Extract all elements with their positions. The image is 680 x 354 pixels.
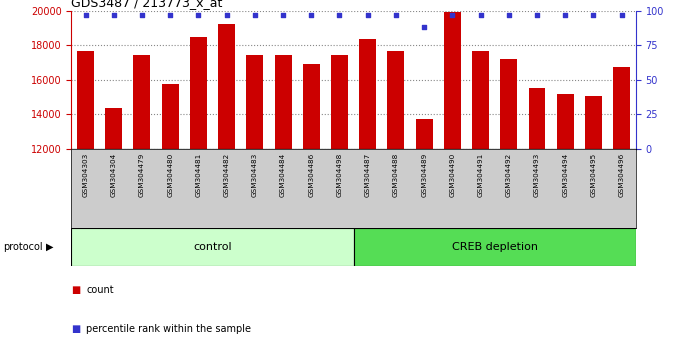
Bar <box>585 96 602 354</box>
Text: GSM304482: GSM304482 <box>224 153 230 197</box>
Point <box>108 12 119 18</box>
Text: protocol: protocol <box>3 242 43 252</box>
Bar <box>613 67 630 354</box>
Bar <box>105 108 122 354</box>
Point <box>419 24 430 30</box>
Point <box>447 12 458 18</box>
Point <box>165 12 175 18</box>
Bar <box>275 55 292 354</box>
Point <box>306 12 317 18</box>
Text: GDS3487 / 213773_x_at: GDS3487 / 213773_x_at <box>71 0 223 10</box>
Point <box>560 12 571 18</box>
Text: GSM304483: GSM304483 <box>252 153 258 197</box>
Bar <box>162 84 179 354</box>
Bar <box>71 228 354 266</box>
Point <box>503 12 514 18</box>
Text: ■: ■ <box>71 285 81 295</box>
Bar <box>190 36 207 354</box>
Point <box>390 12 401 18</box>
Point <box>588 12 599 18</box>
Bar <box>77 51 94 354</box>
Text: GSM304492: GSM304492 <box>506 153 512 197</box>
Bar <box>557 94 574 354</box>
Bar <box>415 119 432 354</box>
Point <box>221 12 232 18</box>
Point <box>532 12 543 18</box>
Text: GSM304495: GSM304495 <box>590 153 596 197</box>
Point <box>137 12 148 18</box>
Text: GSM304487: GSM304487 <box>364 153 371 197</box>
Bar <box>528 88 545 354</box>
Bar <box>218 24 235 354</box>
Bar <box>500 59 517 354</box>
Point <box>80 12 91 18</box>
Point <box>334 12 345 18</box>
Text: GSM304498: GSM304498 <box>337 153 343 197</box>
Text: GSM304496: GSM304496 <box>619 153 625 197</box>
Text: GSM304480: GSM304480 <box>167 153 173 197</box>
Bar <box>133 55 150 354</box>
Point <box>475 12 486 18</box>
Text: GSM304303: GSM304303 <box>82 153 88 197</box>
Bar <box>444 12 461 354</box>
Bar <box>354 228 636 266</box>
Text: control: control <box>193 242 232 252</box>
Text: ■: ■ <box>71 324 81 334</box>
Text: GSM304494: GSM304494 <box>562 153 568 197</box>
Bar <box>472 51 489 354</box>
Bar <box>331 55 348 354</box>
Text: GSM304486: GSM304486 <box>308 153 314 197</box>
Point <box>616 12 627 18</box>
Point <box>277 12 288 18</box>
Text: GSM304490: GSM304490 <box>449 153 456 197</box>
Text: GSM304481: GSM304481 <box>195 153 201 197</box>
Text: percentile rank within the sample: percentile rank within the sample <box>86 324 252 334</box>
Bar <box>388 51 405 354</box>
Bar <box>359 39 376 354</box>
Text: GSM304489: GSM304489 <box>421 153 427 197</box>
Text: GSM304493: GSM304493 <box>534 153 540 197</box>
Text: GSM304304: GSM304304 <box>111 153 117 197</box>
Text: GSM304479: GSM304479 <box>139 153 145 197</box>
Bar <box>246 55 263 354</box>
Text: GSM304491: GSM304491 <box>477 153 483 197</box>
Text: ▶: ▶ <box>46 242 54 252</box>
Point <box>193 12 204 18</box>
Text: GSM304488: GSM304488 <box>393 153 399 197</box>
Text: count: count <box>86 285 114 295</box>
Point <box>362 12 373 18</box>
Text: CREB depletion: CREB depletion <box>452 242 538 252</box>
Bar <box>303 64 320 354</box>
Point <box>250 12 260 18</box>
Text: GSM304484: GSM304484 <box>280 153 286 197</box>
